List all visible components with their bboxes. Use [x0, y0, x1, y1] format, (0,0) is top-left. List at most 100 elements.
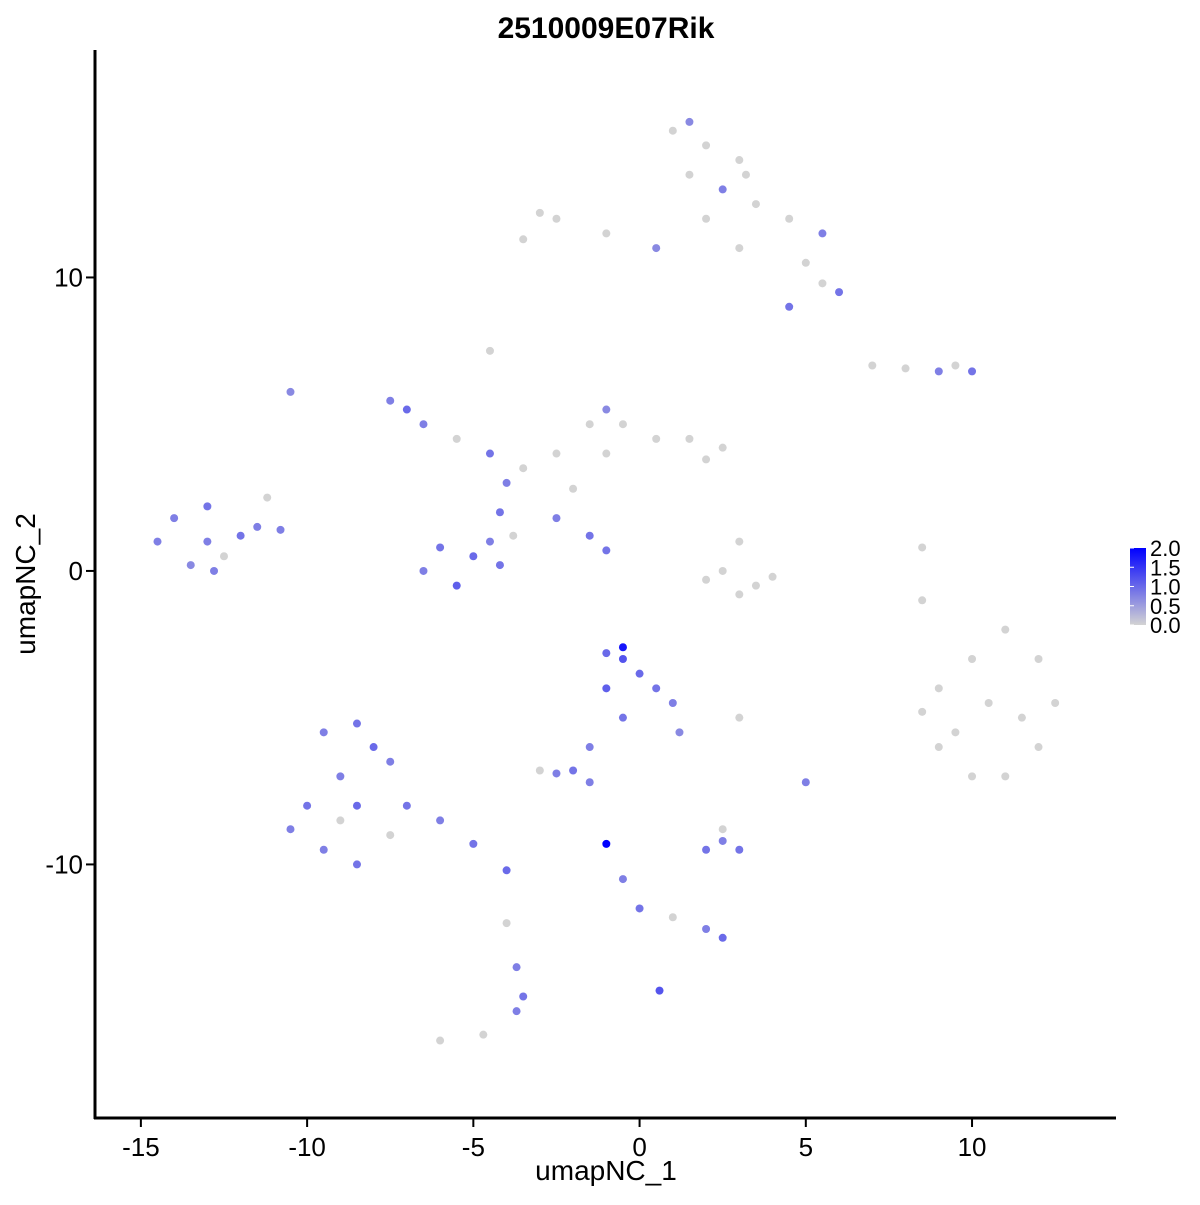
- point: [1051, 699, 1060, 708]
- point: [835, 288, 844, 297]
- point: [602, 405, 611, 414]
- point: [652, 684, 661, 693]
- point: [1034, 743, 1043, 752]
- point: [718, 185, 727, 194]
- y-axis-label: umapNC_2: [10, 513, 41, 655]
- point: [1017, 713, 1026, 722]
- point: [203, 502, 212, 511]
- point: [219, 552, 228, 561]
- colorbar-label: 0.5: [1150, 594, 1181, 619]
- point: [436, 816, 445, 825]
- point: [569, 484, 578, 493]
- point: [485, 449, 494, 458]
- point: [618, 643, 627, 652]
- x-axis-label: umapNC_1: [535, 1155, 677, 1186]
- point: [968, 367, 977, 376]
- point: [336, 816, 345, 825]
- point: [336, 772, 345, 781]
- point: [652, 434, 661, 443]
- point: [509, 531, 518, 540]
- point: [951, 728, 960, 737]
- point: [702, 214, 711, 223]
- point: [402, 801, 411, 810]
- point: [170, 514, 179, 523]
- point: [386, 757, 395, 766]
- point: [469, 552, 478, 561]
- point: [479, 1030, 488, 1039]
- point: [735, 845, 744, 854]
- point: [452, 434, 461, 443]
- point: [253, 522, 262, 531]
- point: [436, 543, 445, 552]
- point: [352, 719, 361, 728]
- x-tick-label: 5: [799, 1132, 813, 1162]
- point: [602, 449, 611, 458]
- point: [718, 825, 727, 834]
- point: [718, 566, 727, 575]
- point: [602, 684, 611, 693]
- point: [801, 258, 810, 267]
- point: [735, 156, 744, 165]
- point: [702, 845, 711, 854]
- point: [751, 200, 760, 209]
- point: [436, 1036, 445, 1045]
- point: [419, 566, 428, 575]
- point: [495, 508, 504, 517]
- point: [512, 963, 521, 972]
- point: [352, 860, 361, 869]
- point: [303, 801, 312, 810]
- point: [485, 346, 494, 355]
- point: [502, 919, 511, 928]
- point: [801, 778, 810, 787]
- point: [668, 699, 677, 708]
- point: [352, 801, 361, 810]
- y-tick-label: -10: [45, 849, 83, 879]
- point: [968, 772, 977, 781]
- point: [735, 713, 744, 722]
- point: [655, 986, 664, 995]
- point: [502, 866, 511, 875]
- point: [153, 537, 162, 546]
- point: [618, 654, 627, 663]
- point: [552, 769, 561, 778]
- x-tick-label: -5: [462, 1132, 485, 1162]
- colorbar-label: 0.0: [1150, 613, 1181, 638]
- point: [469, 839, 478, 848]
- point: [452, 581, 461, 590]
- point: [968, 654, 977, 663]
- point: [585, 743, 594, 752]
- point: [685, 117, 694, 126]
- point: [675, 728, 684, 737]
- point: [934, 743, 943, 752]
- point: [685, 170, 694, 179]
- point: [618, 875, 627, 884]
- point: [512, 1007, 521, 1016]
- point: [552, 214, 561, 223]
- point: [785, 302, 794, 311]
- point: [602, 839, 611, 848]
- colorbar-label: 2.0: [1150, 536, 1181, 561]
- point: [702, 141, 711, 150]
- point: [785, 214, 794, 223]
- point: [685, 434, 694, 443]
- point: [618, 420, 627, 429]
- x-tick-label: 10: [958, 1132, 987, 1162]
- point: [735, 590, 744, 599]
- point: [718, 443, 727, 452]
- x-tick-label: -10: [288, 1132, 326, 1162]
- point: [203, 537, 212, 546]
- point: [502, 478, 511, 487]
- point: [868, 361, 877, 370]
- colorbar-label: 1.0: [1150, 575, 1181, 600]
- point: [901, 364, 910, 373]
- point: [319, 728, 328, 737]
- point: [984, 699, 993, 708]
- point: [286, 825, 295, 834]
- point: [495, 561, 504, 570]
- y-tick-label: 10: [54, 262, 83, 292]
- point: [236, 531, 245, 540]
- point: [419, 420, 428, 429]
- point: [210, 566, 219, 575]
- point: [186, 561, 195, 570]
